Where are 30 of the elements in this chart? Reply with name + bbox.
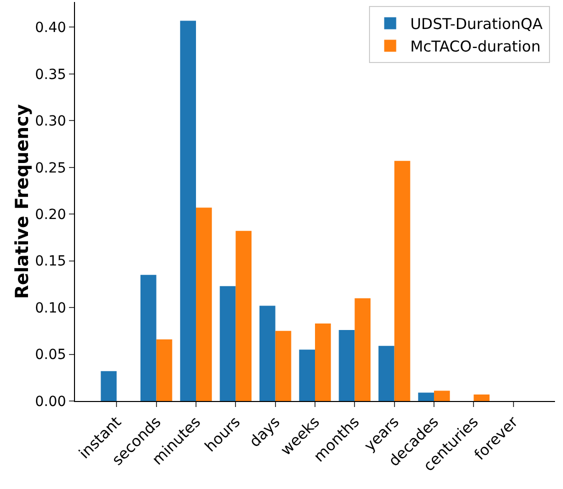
bar <box>100 371 117 401</box>
bar <box>434 390 450 401</box>
legend-label: UDST-DurationQA <box>410 15 544 34</box>
y-tick-label: 0.00 <box>35 394 66 410</box>
bar <box>338 330 355 401</box>
legend-label: McTACO-duration <box>410 38 541 56</box>
y-tick-label: 0.05 <box>35 347 66 364</box>
y-tick-label: 0.30 <box>35 114 66 130</box>
bar <box>315 323 331 401</box>
bar <box>196 208 212 401</box>
bar <box>140 274 156 401</box>
bar <box>275 330 292 401</box>
bar <box>259 306 276 401</box>
bar <box>299 350 315 401</box>
y-tick-label: 0.25 <box>35 160 66 176</box>
bar <box>394 160 410 401</box>
bar <box>180 20 196 401</box>
bar <box>354 298 371 401</box>
y-tick-label: 0.20 <box>35 207 66 224</box>
bar <box>378 346 394 401</box>
y-tick-label: 0.40 <box>35 20 66 36</box>
y-tick-label: 0.35 <box>35 66 66 83</box>
y-tick-label: 0.10 <box>35 300 66 316</box>
bar <box>220 286 236 401</box>
y-axis-title: Relative Frequency <box>12 104 34 299</box>
bar <box>156 339 172 401</box>
bar <box>474 394 490 401</box>
bar <box>236 230 252 401</box>
bar <box>418 392 434 401</box>
y-tick-label: 0.15 <box>35 254 66 270</box>
